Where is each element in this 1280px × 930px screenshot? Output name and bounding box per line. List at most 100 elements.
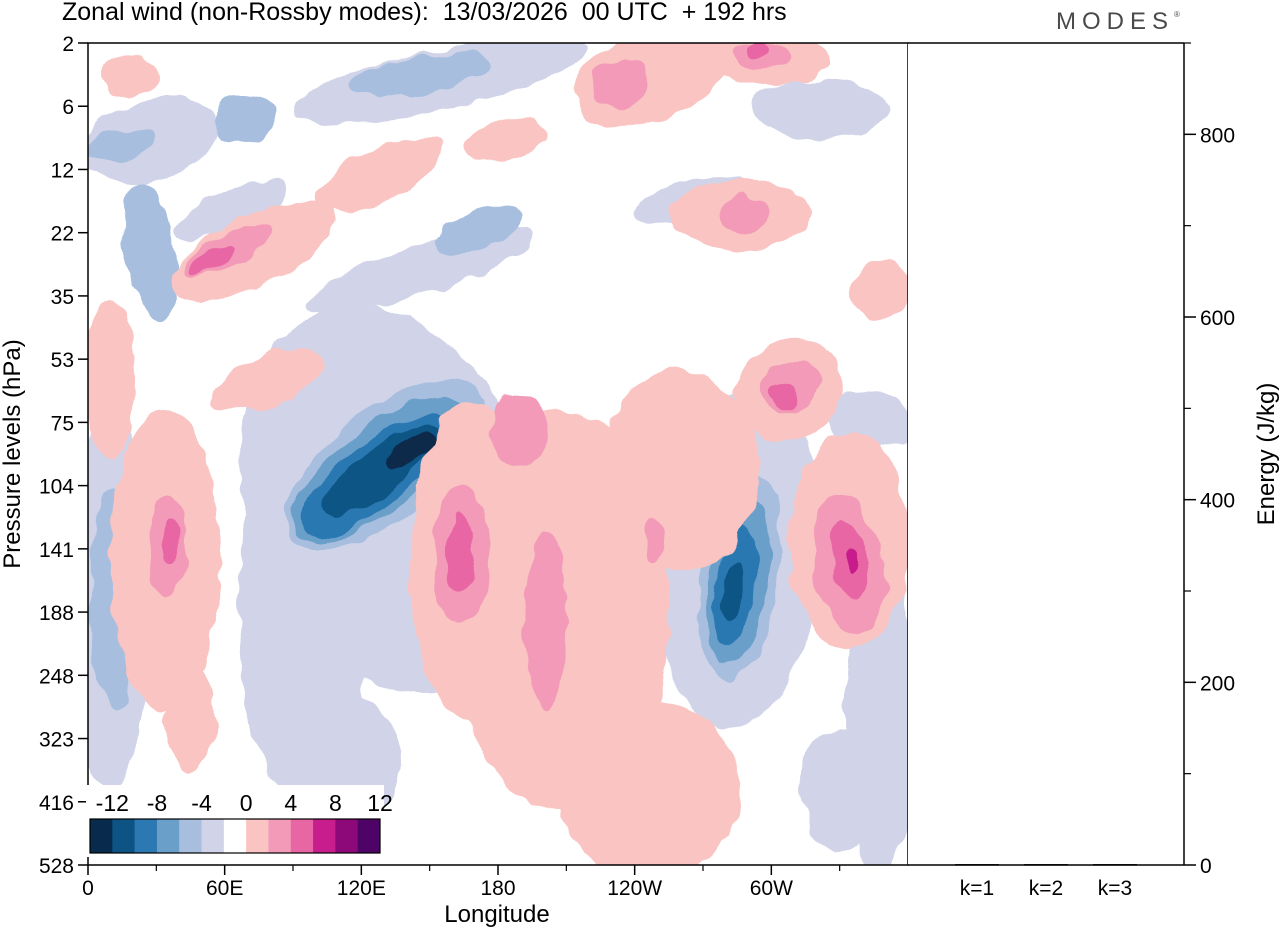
energy-category-label: k=3 xyxy=(1098,877,1132,900)
contour-fill xyxy=(800,730,880,850)
y-tick-label: 323 xyxy=(39,729,74,752)
colorbar-swatch xyxy=(201,819,225,853)
contour-fill xyxy=(315,137,445,213)
brand-text: MODES xyxy=(1056,8,1175,35)
contour-fill xyxy=(590,59,650,111)
energy-axis-label: Energy (J/kg) xyxy=(1253,383,1280,526)
y-axis-label: Pressure levels (hPa) xyxy=(0,339,26,568)
colorbar: -12 -8 -4 0 4 8 12 xyxy=(86,785,393,857)
contour-fill xyxy=(560,700,740,865)
chart-title: Zonal wind (non-Rossby modes): 13/03/202… xyxy=(62,0,787,26)
energy-plot: 0 200 400 600 800 k=1 k=2 k=3 Energy (J/kg) xyxy=(908,42,1280,900)
hovmoller-plot: 0 60E 120E 180 120W 60W 2 6 12 22 35 53 75 104 141 188… xyxy=(0,33,909,928)
energy-tick-label: 800 xyxy=(1200,124,1235,147)
colorbar-swatch xyxy=(156,819,180,853)
x-axis-label: Longitude xyxy=(444,901,549,928)
energy-background xyxy=(908,43,1184,865)
colorbar-swatch xyxy=(357,819,381,853)
contour-fills xyxy=(88,43,908,865)
contour-fill xyxy=(490,395,550,465)
y-tick-label: 416 xyxy=(39,792,74,815)
colorbar-label: 0 xyxy=(240,790,253,816)
y-tick-label: 53 xyxy=(51,349,74,372)
energy-tick-label: 400 xyxy=(1200,490,1235,513)
contour-fill xyxy=(643,518,667,562)
energy-bars xyxy=(955,864,1137,866)
colorbar-swatch xyxy=(290,819,314,853)
colorbar-swatch xyxy=(134,819,158,853)
contour-fill xyxy=(165,670,215,770)
contour-fill xyxy=(100,55,160,95)
contour-fill xyxy=(846,550,858,574)
colorbar-swatch xyxy=(246,819,269,853)
contour-fill xyxy=(730,43,790,69)
x-tick-label: 60W xyxy=(750,877,793,900)
contour-fill xyxy=(437,205,523,255)
contour-fill xyxy=(189,246,235,274)
colorbar-label: 4 xyxy=(284,790,297,816)
contour-fill xyxy=(215,94,275,146)
contour-fill xyxy=(523,530,567,710)
x-tick-label: 180 xyxy=(480,877,515,900)
energy-tick-label: 600 xyxy=(1200,307,1235,330)
x-axis: 0 60E 120E 180 120W 60W xyxy=(82,865,841,900)
colorbar-label: -12 xyxy=(96,790,129,816)
y-tick-label: 248 xyxy=(39,665,74,688)
x-tick-label: 120W xyxy=(607,877,662,900)
contour-fill xyxy=(88,300,135,460)
contour-fill xyxy=(600,370,760,570)
x-tick-label: 0 xyxy=(82,877,94,900)
colorbar-label: 12 xyxy=(367,790,393,816)
energy-bar xyxy=(1093,864,1137,866)
colorbar-label: 8 xyxy=(329,790,342,816)
contour-fill xyxy=(465,119,545,161)
contour-fill xyxy=(720,195,770,235)
y-tick-label: 22 xyxy=(51,223,74,246)
contour-fill xyxy=(88,129,155,161)
contour-fill xyxy=(446,512,474,588)
energy-bar xyxy=(1024,864,1068,866)
y-tick-label: 12 xyxy=(51,159,74,182)
y-tick-label: 75 xyxy=(51,412,74,435)
x-tick-label: 120E xyxy=(337,877,386,900)
colorbar-swatch xyxy=(112,819,136,853)
y-tick-label: 528 xyxy=(39,855,74,878)
colorbar-frame xyxy=(89,818,381,854)
y-tick-label: 6 xyxy=(62,96,74,119)
energy-category-label: k=2 xyxy=(1029,877,1063,900)
energy-category-label: k=1 xyxy=(960,877,994,900)
colorbar-swatch xyxy=(268,819,292,853)
energy-tick-label: 200 xyxy=(1200,672,1235,695)
contour-fill xyxy=(771,382,797,410)
contour-fill xyxy=(722,560,744,620)
energy-tick-label: 0 xyxy=(1200,855,1212,878)
colorbar-swatch xyxy=(179,819,202,853)
contour-fill xyxy=(388,431,432,469)
y-axis: 2 6 12 22 35 53 75 104 141 188 248 323 416 528 xyxy=(39,33,88,878)
colorbar-swatch xyxy=(313,819,336,853)
y-tick-label: 104 xyxy=(39,476,74,499)
x-tick-label: 60E xyxy=(206,877,243,900)
brand-logo: MODES® xyxy=(1056,8,1180,36)
colorbar-label: -4 xyxy=(191,790,212,816)
contour-fill xyxy=(173,182,287,238)
y-tick-label: 188 xyxy=(39,602,74,625)
contour-fill xyxy=(212,348,328,412)
y-tick-label: 141 xyxy=(39,539,74,562)
contour-fill xyxy=(748,43,768,56)
contour-fill xyxy=(164,518,180,562)
y-tick-label: 35 xyxy=(51,286,74,309)
energy-bar xyxy=(955,864,999,866)
contour-fill xyxy=(350,53,490,97)
contour-fill xyxy=(850,260,908,320)
colorbar-swatch xyxy=(90,819,113,853)
colorbar-swatch xyxy=(223,819,247,853)
colorbar-swatch xyxy=(335,819,359,853)
colorbar-label: -8 xyxy=(147,790,167,816)
energy-x-axis: k=1 k=2 k=3 xyxy=(960,877,1132,900)
brand-mark: ® xyxy=(1174,10,1180,19)
y-tick-label: 2 xyxy=(62,33,74,56)
contour-fill xyxy=(750,80,890,140)
contour-fill xyxy=(122,180,178,320)
